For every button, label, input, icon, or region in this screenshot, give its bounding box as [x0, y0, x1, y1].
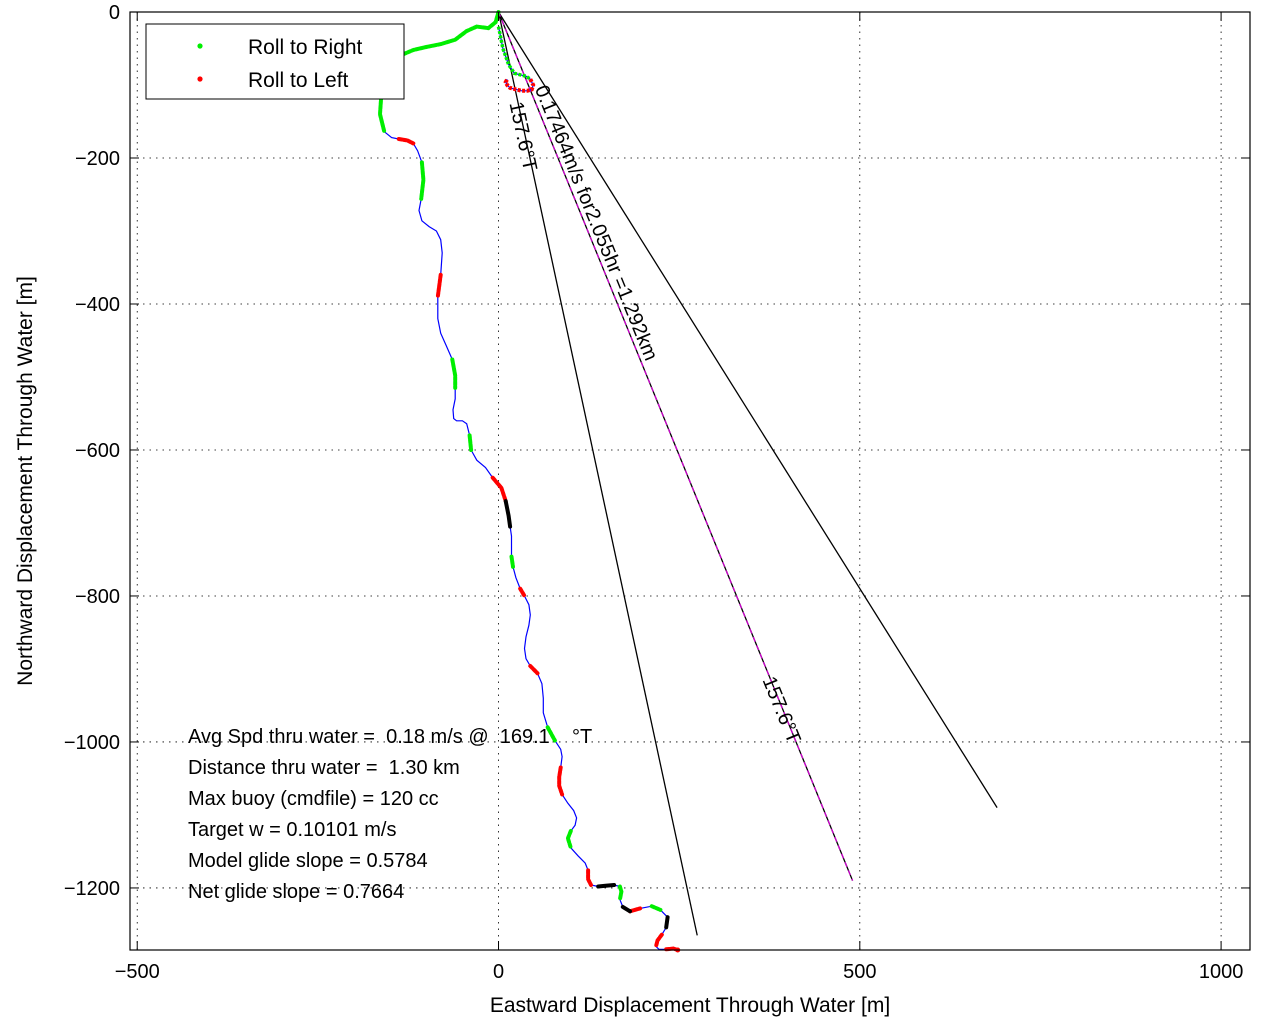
roll-left-segment	[518, 586, 527, 598]
y-tick-label: −600	[75, 440, 120, 462]
heading-line	[497, 11, 698, 936]
legend-label: Roll to Left	[248, 69, 349, 92]
y-tick-label: 0	[109, 2, 120, 24]
x-tick-label: 0	[493, 961, 504, 983]
roll-right-segment	[617, 884, 624, 902]
axis-ticks: −500 0 500 1000 0 −200 −400 −600 −800 −1000 −1200	[64, 2, 1250, 983]
axes-frame	[129, 11, 1251, 951]
roll-left-segment	[528, 664, 540, 676]
loop-roll-left	[503, 78, 536, 93]
roll-left-segment	[435, 272, 443, 299]
y-tick-label: −1200	[64, 878, 120, 900]
roll-neutral-segment	[620, 904, 632, 914]
current-vector-line	[497, 11, 854, 881]
roll-right-segment	[450, 357, 458, 390]
heading-lines	[497, 11, 998, 936]
y-tick-label: −1000	[64, 732, 120, 754]
y-tick-label: −800	[75, 586, 120, 608]
track-group	[377, 10, 681, 953]
roll-right-segment	[377, 90, 387, 134]
roll-left-segment	[557, 765, 565, 797]
roll-left-segment	[586, 868, 593, 887]
legend-marker	[197, 76, 203, 82]
roll-right-segment	[467, 433, 474, 452]
y-tick-label: −200	[75, 148, 120, 170]
stats-line: Avg Spd thru water = 0.18 m/s @ 169.1 °T	[188, 726, 592, 748]
roll-neutral-segment	[503, 499, 513, 529]
legend-box	[145, 23, 405, 100]
roll-right-segment	[565, 829, 573, 850]
roll-neutral-segment	[664, 915, 670, 930]
legend: Roll to Right Roll to Left	[145, 23, 405, 100]
roll-left-segment	[490, 475, 508, 504]
loop-roll-right	[496, 26, 532, 81]
stats-line: Target w = 0.10101 m/s	[188, 819, 396, 841]
legend-label: Roll to Right	[248, 36, 363, 59]
roll-neutral-segment	[596, 883, 617, 889]
stats-line: Distance thru water = 1.30 km	[188, 757, 460, 779]
x-tick-label: −500	[115, 961, 160, 983]
roll-left-segment	[396, 137, 416, 146]
stats-line: Model glide slope = 0.5784	[188, 850, 428, 872]
roll-right-segment	[393, 10, 501, 63]
y-axis-label: Northward Displacement Through Water [m]	[14, 276, 37, 686]
stats-line: Net glide slope = 0.7664	[188, 881, 404, 903]
x-tick-label: 1000	[1199, 961, 1244, 983]
roll-right-segment	[509, 554, 515, 569]
y-tick-label: −400	[75, 294, 120, 316]
x-axis-label: Eastward Displacement Through Water [m]	[490, 994, 890, 1017]
stats-line: Max buoy (cmdfile) = 120 cc	[188, 788, 439, 810]
roll-right-segment	[649, 904, 663, 912]
legend-marker	[197, 43, 203, 49]
roll-left-segment	[654, 932, 664, 949]
roll-right-segment	[419, 160, 426, 201]
heading-line	[497, 11, 998, 809]
roll-right-segment	[545, 725, 557, 743]
stats-annotations: Avg Spd thru water = 0.18 m/s @ 169.1 °T…	[188, 726, 592, 903]
x-tick-label: 500	[843, 961, 876, 983]
